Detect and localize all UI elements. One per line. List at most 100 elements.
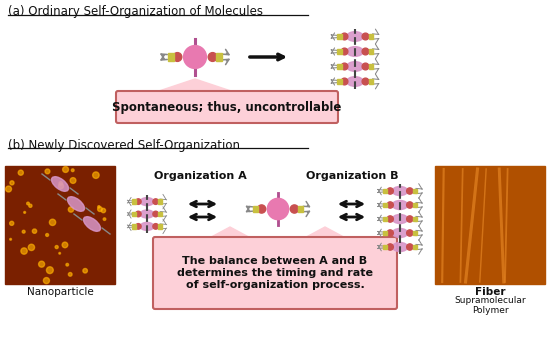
Circle shape (26, 202, 29, 205)
Bar (383, 188, 387, 194)
Circle shape (24, 212, 26, 213)
Circle shape (362, 63, 369, 70)
Circle shape (58, 184, 64, 188)
Bar (337, 79, 342, 84)
Circle shape (22, 230, 25, 233)
Circle shape (406, 188, 413, 194)
Circle shape (387, 188, 393, 194)
Ellipse shape (346, 77, 363, 86)
Circle shape (135, 224, 141, 229)
Bar (337, 64, 342, 69)
Bar (5, 166, 115, 284)
Circle shape (98, 206, 100, 208)
Ellipse shape (346, 47, 363, 56)
Bar (252, 206, 258, 212)
Bar (368, 34, 373, 39)
Circle shape (45, 169, 50, 174)
Circle shape (135, 211, 141, 217)
Circle shape (66, 263, 69, 266)
Bar (368, 49, 373, 54)
Circle shape (63, 166, 69, 173)
Ellipse shape (346, 32, 363, 41)
Text: The balance between A and B
determines the timing and rate
of self-organization : The balance between A and B determines t… (177, 256, 373, 290)
Circle shape (28, 244, 35, 251)
Bar (132, 212, 136, 216)
Circle shape (406, 230, 413, 236)
Circle shape (43, 278, 50, 284)
Circle shape (153, 211, 158, 217)
Circle shape (70, 178, 76, 183)
Ellipse shape (392, 228, 408, 238)
Ellipse shape (346, 62, 363, 72)
Circle shape (387, 230, 393, 236)
Circle shape (153, 224, 158, 229)
Bar (383, 231, 387, 236)
FancyBboxPatch shape (116, 91, 338, 123)
Bar (337, 34, 342, 39)
Bar (383, 217, 387, 221)
Circle shape (68, 273, 72, 276)
Circle shape (62, 242, 68, 248)
Circle shape (406, 244, 413, 250)
Circle shape (72, 169, 74, 172)
Ellipse shape (392, 215, 408, 223)
Ellipse shape (52, 177, 68, 191)
Circle shape (290, 205, 299, 213)
Circle shape (135, 199, 141, 204)
Ellipse shape (68, 197, 85, 211)
Circle shape (387, 244, 393, 250)
Bar (158, 212, 162, 216)
Ellipse shape (140, 198, 154, 206)
Bar (298, 206, 304, 212)
Circle shape (362, 48, 369, 55)
Bar (383, 202, 387, 207)
Circle shape (341, 63, 348, 70)
Circle shape (406, 216, 413, 222)
Circle shape (406, 202, 413, 208)
Circle shape (184, 45, 206, 68)
Circle shape (103, 218, 106, 220)
Circle shape (208, 53, 217, 61)
Circle shape (21, 248, 28, 254)
Circle shape (341, 48, 348, 55)
Bar (412, 217, 417, 221)
Circle shape (59, 182, 63, 185)
Ellipse shape (140, 210, 154, 218)
Polygon shape (297, 227, 353, 242)
Circle shape (341, 78, 348, 85)
Bar (158, 224, 162, 228)
Circle shape (55, 245, 58, 248)
Circle shape (18, 170, 23, 175)
Text: (a) Ordinary Self-Organization of Molecules: (a) Ordinary Self-Organization of Molecu… (8, 5, 263, 18)
Bar (368, 79, 373, 84)
Circle shape (59, 253, 60, 254)
Bar (158, 199, 162, 204)
Text: Fiber: Fiber (475, 287, 505, 297)
Text: Organization A: Organization A (153, 171, 246, 181)
Bar (412, 244, 417, 250)
Bar (412, 231, 417, 236)
Text: Nanoparticle: Nanoparticle (26, 287, 94, 297)
Circle shape (46, 234, 48, 236)
Text: Spontaneous; thus, uncontrollable: Spontaneous; thus, uncontrollable (112, 100, 342, 114)
Circle shape (39, 261, 45, 267)
Text: Supramolecular
Polymer: Supramolecular Polymer (454, 296, 526, 315)
Circle shape (97, 207, 102, 212)
Circle shape (32, 229, 37, 233)
Circle shape (362, 33, 369, 40)
Circle shape (50, 219, 56, 225)
Bar (368, 64, 373, 69)
Circle shape (29, 204, 32, 207)
Circle shape (6, 186, 12, 192)
Bar (412, 188, 417, 194)
Circle shape (92, 172, 99, 178)
Ellipse shape (392, 186, 408, 196)
Bar (132, 224, 136, 228)
Circle shape (173, 53, 182, 61)
Circle shape (387, 202, 393, 208)
Bar (383, 244, 387, 250)
Circle shape (267, 198, 289, 220)
Text: (b) Newly Discovered Self-Organization: (b) Newly Discovered Self-Organization (8, 139, 240, 152)
Text: Organization B: Organization B (306, 171, 398, 181)
Bar (412, 202, 417, 207)
